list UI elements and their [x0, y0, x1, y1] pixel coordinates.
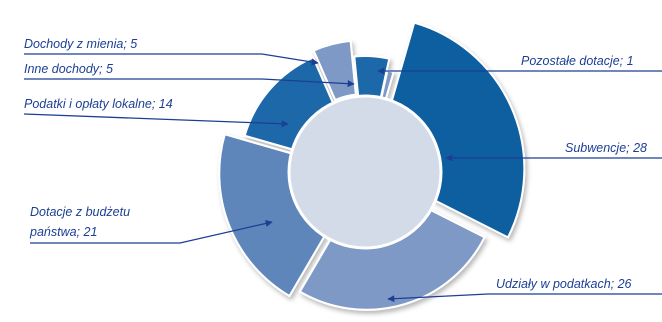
donut-slices — [218, 21, 526, 311]
label-pozostale-dotacje: Pozostałe dotacje; 1 — [521, 54, 634, 68]
label-inne-dochody: Inne dochody; 5 — [24, 62, 113, 76]
leader-udzialy-w-podatkach — [387, 293, 662, 303]
donut-center — [287, 94, 443, 250]
label-podatki-i-oplaty: Podatki i opłaty lokalne; 14 — [24, 97, 173, 111]
label-udzialy-w-podatkach: Udziały w podatkach; 26 — [496, 277, 632, 291]
leader-lines — [23, 53, 662, 303]
label-dotacje-z-budzetu-line2: państwa; 21 — [29, 225, 97, 239]
label-subwencje: Subwencje; 28 — [565, 141, 647, 155]
slice-dochody-z-mienia — [312, 39, 357, 102]
leader-inne-dochody — [24, 78, 355, 88]
leader-podatki-i-oplaty — [23, 113, 289, 128]
label-dotacje-z-budzetu-line1: Dotacje z budżetu — [30, 205, 130, 219]
slice-labels: Dochody z mienia; 5 Inne dochody; 5 Poda… — [24, 37, 647, 291]
leader-dotacje-z-budzetu — [30, 219, 273, 244]
label-dochody-z-mienia: Dochody z mienia; 5 — [24, 37, 137, 51]
leader-dochody-z-mienia — [24, 53, 319, 66]
